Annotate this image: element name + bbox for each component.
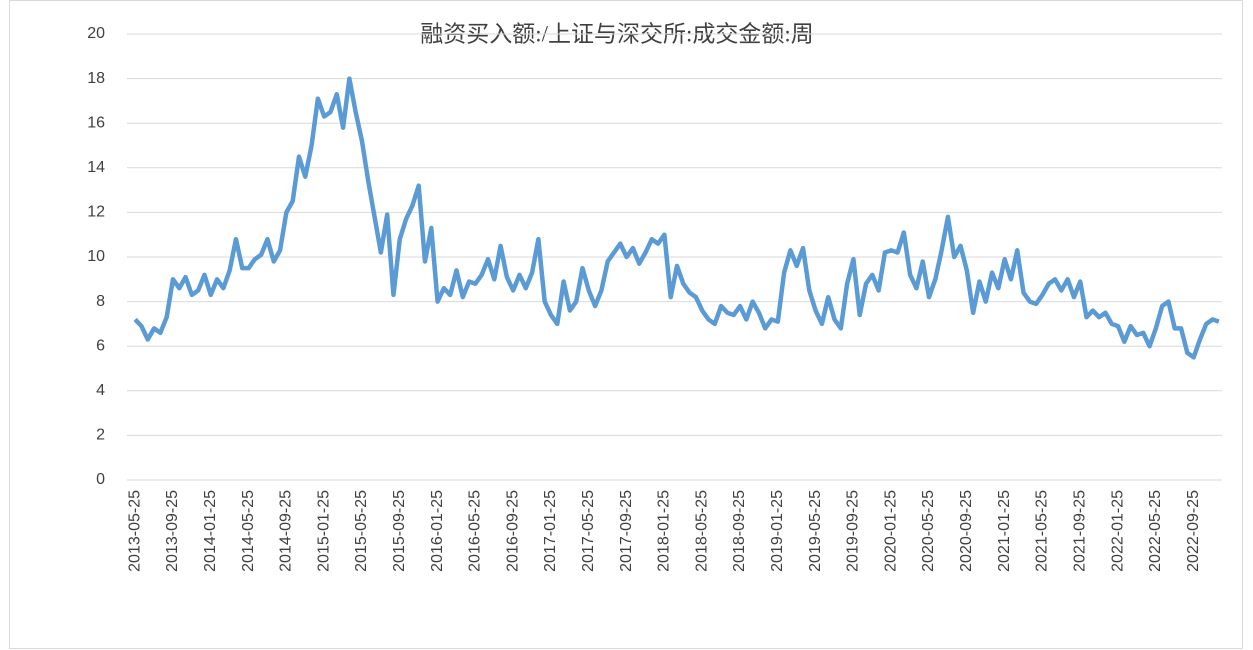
x-tick-label: 2017-09-25 [618, 490, 635, 572]
x-tick-label: 2016-05-25 [467, 490, 484, 572]
x-tick-label: 2019-09-25 [845, 490, 862, 572]
x-tick-label: 2019-01-25 [769, 490, 786, 572]
y-tick-label: 4 [96, 382, 105, 399]
y-tick-label: 8 [96, 293, 105, 310]
x-tick-label: 2018-09-25 [731, 490, 748, 572]
x-tick-label: 2022-01-25 [1109, 490, 1126, 572]
x-tick-label: 2018-01-25 [656, 490, 673, 572]
x-tick-label: 2015-09-25 [391, 490, 408, 572]
x-tick-label: 2013-05-25 [126, 490, 143, 572]
x-tick-label: 2020-09-25 [958, 490, 975, 572]
y-tick-label: 18 [87, 70, 105, 87]
x-tick-label: 2020-05-25 [920, 490, 937, 572]
x-tick-label: 2018-05-25 [693, 490, 710, 572]
chart-border [9, 0, 1243, 649]
y-tick-label: 0 [96, 471, 105, 488]
x-tick-label: 2017-01-25 [542, 490, 559, 572]
x-tick-label: 2021-05-25 [1034, 490, 1051, 572]
y-tick-label: 12 [87, 204, 105, 221]
x-tick-label: 2014-01-25 [202, 490, 219, 572]
x-tick-label: 2022-09-25 [1185, 490, 1202, 572]
y-tick-label: 10 [87, 248, 105, 265]
x-tick-label: 2017-05-25 [580, 490, 597, 572]
x-tick-label: 2013-09-25 [164, 490, 181, 572]
x-tick-label: 2016-01-25 [429, 490, 446, 572]
x-tick-label: 2014-09-25 [278, 490, 295, 572]
x-tick-label: 2016-09-25 [504, 490, 521, 572]
x-tick-label: 2015-01-25 [315, 490, 332, 572]
x-tick-label: 2021-09-25 [1071, 490, 1088, 572]
x-tick-label: 2022-05-25 [1147, 490, 1164, 572]
y-tick-label: 2 [96, 427, 105, 444]
x-tick-label: 2020-01-25 [882, 490, 899, 572]
x-tick-label: 2015-05-25 [353, 490, 370, 572]
y-tick-label: 14 [87, 159, 105, 176]
data-line [133, 76, 1220, 360]
x-tick-label: 2014-05-25 [240, 490, 257, 572]
y-tick-label: 6 [96, 337, 105, 354]
y-tick-label: 16 [87, 114, 105, 131]
y-tick-label: 20 [87, 25, 105, 42]
x-tick-label: 2021-01-25 [996, 490, 1013, 572]
x-tick-label: 2019-05-25 [807, 490, 824, 572]
